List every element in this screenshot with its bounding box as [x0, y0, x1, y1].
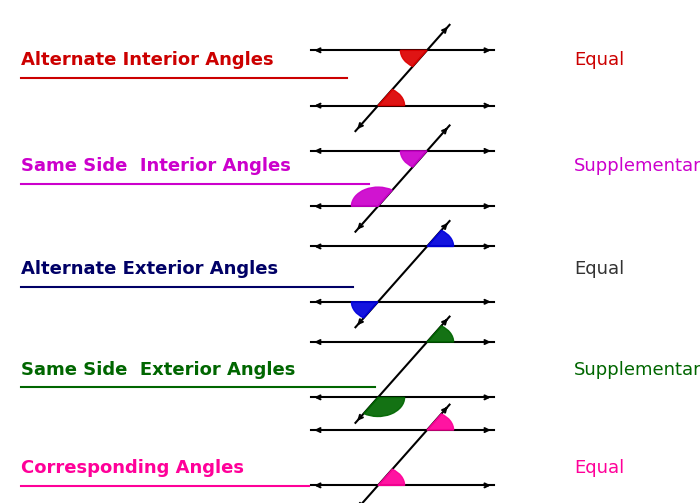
Text: Alternate Interior Angles: Alternate Interior Angles — [21, 51, 274, 69]
Text: Equal: Equal — [574, 260, 624, 278]
Wedge shape — [427, 414, 454, 430]
Wedge shape — [427, 230, 454, 246]
Text: Supplementary: Supplementary — [574, 157, 700, 175]
Wedge shape — [378, 90, 405, 106]
Wedge shape — [378, 469, 405, 485]
Text: Equal: Equal — [574, 459, 624, 477]
Wedge shape — [351, 187, 392, 206]
Wedge shape — [400, 151, 427, 167]
Text: Same Side  Exterior Angles: Same Side Exterior Angles — [21, 361, 295, 379]
Wedge shape — [427, 326, 454, 342]
Text: Alternate Exterior Angles: Alternate Exterior Angles — [21, 260, 278, 278]
Text: Same Side  Interior Angles: Same Side Interior Angles — [21, 157, 291, 175]
Text: Corresponding Angles: Corresponding Angles — [21, 459, 244, 477]
Wedge shape — [400, 50, 427, 66]
Wedge shape — [351, 302, 378, 318]
Wedge shape — [364, 397, 405, 416]
Text: Supplementary: Supplementary — [574, 361, 700, 379]
Text: Equal: Equal — [574, 51, 624, 69]
